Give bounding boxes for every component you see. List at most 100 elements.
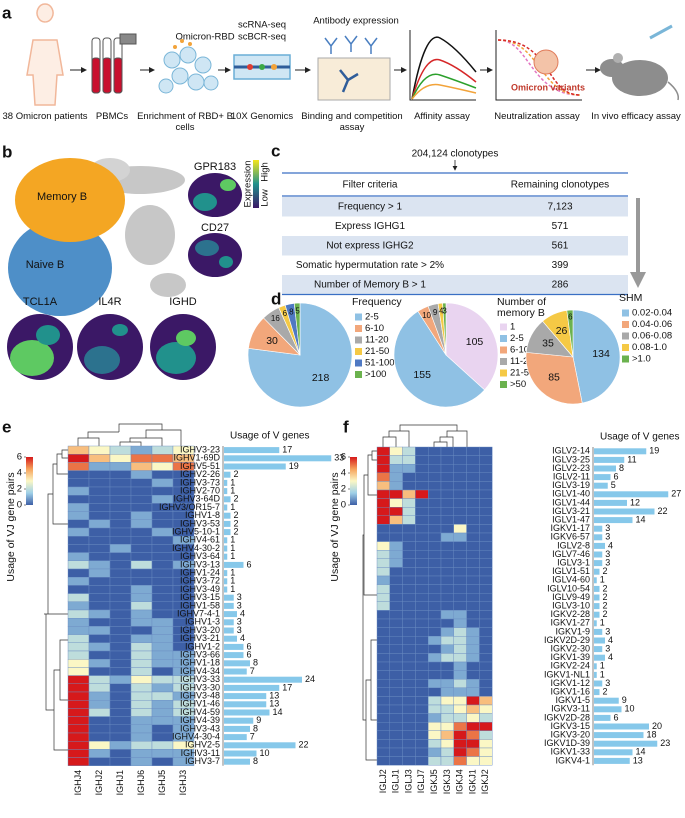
bar-value: 1 (230, 502, 235, 512)
pie-label: 4 (439, 307, 444, 316)
bar (224, 586, 228, 593)
pipeline-step-box: Binding and competition assay (301, 111, 402, 133)
pipeline-step-box: 38 Omicron patients (2, 111, 87, 122)
heatmap-cell (440, 644, 455, 654)
row-label: IGHV4-30-4 (172, 731, 220, 741)
heatmap-cell (151, 577, 174, 586)
heatmap-cell (67, 749, 90, 758)
row-label: IGHV3-43 (180, 723, 220, 733)
dendrograms (44, 423, 468, 761)
legend-swatch (500, 381, 507, 388)
heatmap-cell (466, 679, 480, 689)
row-label: IGKV1D-39 (544, 738, 590, 748)
heatmap-cell (151, 724, 174, 734)
heatmap-cell (67, 544, 90, 553)
row-label: IGLV3-19 (552, 480, 590, 490)
bar-value: 3 (605, 549, 610, 559)
pipeline-step: Enrichment of RBD+ B cells (137, 111, 233, 133)
heatmap-cell (466, 636, 480, 646)
heatmap-cell (88, 650, 111, 660)
bar (224, 619, 234, 626)
heatmap-cell (479, 713, 493, 723)
column-label: IGKJ4 (455, 769, 465, 794)
heatmap-cell (402, 524, 416, 534)
heatmap-cell (67, 560, 90, 570)
heatmap-cell (415, 636, 429, 646)
heatmap-cell (172, 757, 195, 766)
heatmap-cell (440, 722, 455, 732)
heatmap-cell (67, 708, 90, 717)
bar-value: 14 (636, 514, 646, 524)
legend-swatch (500, 323, 507, 331)
heatmap-cell (130, 577, 153, 586)
bar-value: 2 (603, 686, 608, 696)
heatmap-cell (428, 644, 442, 654)
column-label: IGHJ4 (73, 770, 83, 796)
legend-swatch (355, 371, 362, 378)
heatmap-cell (88, 667, 111, 676)
heatmap-cell (453, 739, 467, 749)
filter-decor (452, 160, 646, 288)
row-label: IGKV1-9 (555, 626, 590, 636)
heatmap-cell (440, 679, 455, 689)
pipeline-step-box: Affinity assay (414, 111, 470, 122)
bar (594, 577, 597, 584)
bar (224, 488, 228, 495)
heatmap-cell (88, 445, 111, 455)
heatmap-cell (88, 462, 111, 471)
heatmap-cell (479, 739, 493, 749)
heatmap-cell (151, 650, 174, 660)
bar (224, 537, 228, 544)
heatmap-cell (151, 659, 174, 668)
heatmap-cell (67, 552, 90, 561)
heatmap-cell (130, 593, 153, 602)
colorbar-tick-label: 6 (17, 452, 22, 463)
heatmap-cell (376, 498, 391, 508)
heatmap-cell (88, 544, 111, 553)
bar-value: 3 (237, 625, 242, 635)
heatmap-cell (88, 552, 111, 561)
heatmap-cell (389, 653, 403, 663)
heatmap-cell (466, 481, 480, 491)
heatmap-cell (479, 558, 493, 568)
legend-label: 2-5 (510, 333, 524, 344)
bar-value: 3 (605, 523, 610, 533)
heatmap-cell (376, 507, 391, 517)
heatmap-cell (479, 653, 493, 663)
heatmap-cell (453, 756, 467, 766)
column-label: IGLJ3 (403, 769, 413, 793)
heatmap-cell (415, 687, 429, 697)
bar-value: 8 (253, 658, 258, 668)
table-cell: Not express IGHG2 (326, 240, 414, 251)
heatmap-cell (453, 713, 467, 723)
heatmap-cell (466, 696, 480, 706)
table-header: Remaining clonotypes (511, 180, 609, 191)
heatmap-cell (453, 558, 467, 568)
heatmap-cell (479, 627, 493, 637)
row-label: IGHV3-30 (180, 682, 220, 692)
heatmap-cell (376, 696, 391, 706)
legend-label: >1.0 (632, 354, 651, 365)
heatmap-cell (389, 550, 403, 560)
heatmap-cell (428, 713, 442, 723)
legend-label: 0.02-0.04 (632, 308, 672, 319)
heatmap-cell (415, 455, 429, 465)
heatmap-cell (402, 593, 416, 603)
heatmap-cell (67, 659, 90, 668)
heatmap-cell (376, 593, 391, 603)
heatmap-cell (415, 464, 429, 474)
heatmap-cell (109, 511, 132, 521)
bar-value: 6 (614, 712, 619, 722)
row-label: IGLV10-54 (547, 583, 590, 593)
legend-swatch (622, 355, 629, 363)
bar (224, 668, 247, 675)
heatmap-cell (466, 567, 480, 577)
heatmap-cell (466, 550, 480, 560)
bar (224, 734, 247, 741)
heatmap-cell (440, 661, 455, 671)
heatmap-cell (67, 536, 90, 545)
heatmap-cell (151, 585, 174, 594)
pipeline-step: 10X Genomics (230, 111, 294, 122)
column-label: IGKJ1 (467, 769, 477, 794)
heatmap-cell (109, 691, 132, 701)
